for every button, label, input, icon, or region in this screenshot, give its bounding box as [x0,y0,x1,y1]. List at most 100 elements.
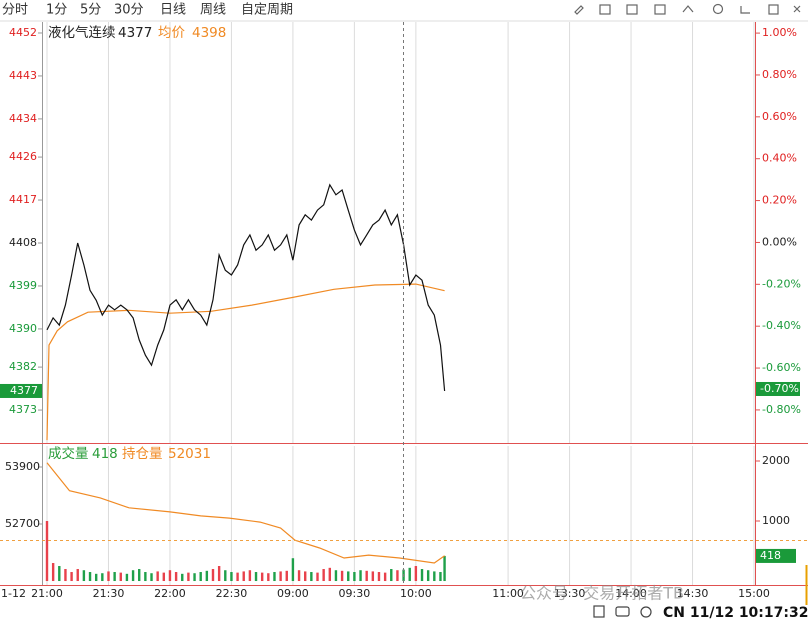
y-tick-label: 4382 [9,360,37,373]
x-tick-label: 14:00 [615,587,647,600]
layout-icon[interactable] [654,4,666,15]
volume-bar [291,558,295,582]
volume-bar [359,570,362,582]
volume-bar [377,572,381,582]
status-icon[interactable] [640,606,652,618]
y2-tick-label: 0.80% [762,68,797,81]
y2-tick-label: 2000 [762,454,790,467]
y-tick-label: 4452 [9,26,37,39]
volume-bar [310,572,313,582]
y-tick-label: 4373 [9,403,37,416]
x-tick-label: 10:00 [400,587,432,600]
volume-bar [64,569,67,582]
draw-icon[interactable] [574,5,584,15]
watermark: 公众号 · 交易开拓者TB [520,584,684,603]
last-price-box [0,383,42,398]
volume-bar [82,570,86,582]
volume-box-label: 418 [760,549,781,562]
y-tick-label: 4399 [9,279,37,292]
volume-bar [199,572,202,582]
toolbar-icons [574,3,801,15]
volume-bar [347,571,350,582]
x-tick-label: 14:30 [677,587,709,600]
volume-bar [273,572,276,582]
price-line [46,183,446,392]
text-icon[interactable] [599,4,611,15]
volume-bar [248,570,252,582]
plot: 分时 1分 5分 30分 日线 周线 自定周期 21:00 21:30 22:00 22:30 09:… [0,3,801,600]
x-tick-label: 21:00 [31,587,63,600]
volume-bar [119,572,122,582]
volume-label: 成交量 [48,445,89,462]
volume-bar [242,571,245,582]
volume-bar [439,572,442,582]
settings-icon[interactable] [712,3,724,15]
tab[interactable]: 自定周期 [241,3,293,18]
y2-tick-label: 0.20% [762,194,797,207]
y2-tick-label: 0.60% [762,110,797,123]
tab[interactable]: 日线 [160,3,186,18]
y-tick-label: 4443 [9,69,37,82]
volume-bar [340,570,344,582]
volume-bar [144,572,147,582]
volume-bar [279,571,282,582]
volume-bar [365,570,368,582]
volume-bar [181,573,184,582]
volume-bar [162,572,166,582]
volume-bar [236,572,239,582]
x-tick-label: 13:30 [554,587,586,600]
y2-tick-label: -0.60% [762,361,801,374]
volume-bar [76,569,79,582]
last-change-box [756,381,800,396]
tab[interactable]: 周线 [200,3,226,18]
x-tick-label: 21:30 [93,587,125,600]
last-price-label: 4377 [10,384,38,397]
volume-bar [125,573,129,582]
y2-tick-label: -0.40% [762,319,801,332]
volume-bar [390,569,393,582]
volume-bar [101,573,104,582]
volume-bar [267,573,270,582]
volume-bar [174,572,178,582]
toolbar [0,3,808,22]
volume-bar [408,567,411,582]
instrument-name: 液化气连续 [48,25,116,41]
volume-bar [45,521,49,582]
table-icon[interactable] [626,4,638,15]
oi-value: 52031 [168,446,211,462]
last-price: 4377 [118,25,152,41]
y2-tick-label: 1000 [762,514,790,527]
status-icons [593,605,652,618]
up-icon[interactable] [682,5,694,13]
volume-bar [396,570,399,582]
x-tick-label: 22:30 [216,587,248,600]
volume-bar [334,570,338,582]
volume-bar [131,570,135,582]
status-icon[interactable] [615,606,630,617]
volume-bar [285,570,288,582]
tab[interactable]: 1分 [46,3,67,18]
volume-bar [70,572,73,582]
y-tick-label: 4417 [9,193,37,206]
volume-bar [107,571,110,582]
last-change-label: -0.70% [760,382,799,395]
oi-label: 持仓量 [122,446,163,462]
y-tick-label: 4426 [9,150,37,163]
x-tick-label: 15:00 [738,587,770,600]
avg-price: 4398 [192,25,226,41]
tab[interactable]: 30分 [114,3,144,18]
close-icon[interactable] [793,5,801,13]
window-icon[interactable] [768,4,779,15]
volume-bar [322,569,325,582]
volume-bar [328,567,331,582]
volume-bar [260,572,264,582]
volume-bar [193,573,196,582]
y2-tick-label: 0.00% [762,235,797,248]
tab[interactable]: 5分 [80,3,101,18]
x-tick-label: 11:00 [492,587,524,600]
volume-bar [187,572,190,582]
volume-bar [443,555,446,582]
chart-icon[interactable] [740,6,750,14]
tab[interactable]: 分时 [2,3,28,18]
status-icon[interactable] [593,605,605,618]
